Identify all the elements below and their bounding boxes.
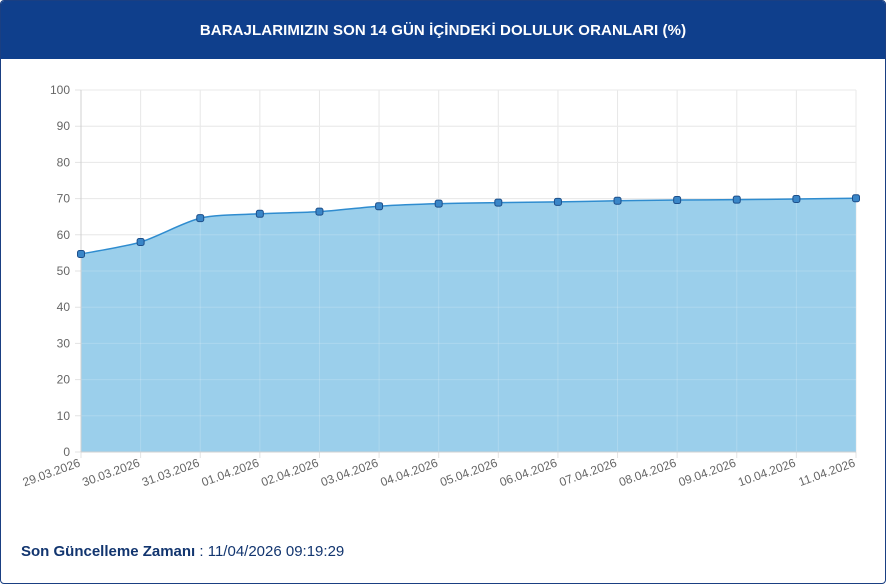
- last-update-label: Son Güncelleme Zamanı: [21, 543, 196, 560]
- y-tick-label: 10: [57, 409, 71, 423]
- data-point: [852, 194, 860, 203]
- x-tick-label: 29.03.2026: [21, 456, 83, 490]
- x-tick-label: 06.04.2026: [498, 456, 560, 490]
- y-tick-label: 90: [57, 119, 71, 133]
- last-update-separator: :: [195, 543, 208, 560]
- y-tick-label: 20: [57, 373, 71, 387]
- y-tick-label: 50: [57, 264, 71, 278]
- last-update-value: 11/04/2026 09:19:29: [207, 543, 345, 560]
- last-update: Son Güncelleme Zamanı : 11/04/2026 09:19…: [21, 543, 344, 560]
- data-point: [315, 207, 324, 216]
- y-tick-label: 100: [50, 83, 70, 97]
- chart-header: BARAJLARIMIZIN SON 14 GÜN İÇİNDEKİ DOLUL…: [1, 1, 885, 59]
- y-tick-label: 40: [57, 300, 71, 314]
- data-point: [732, 195, 741, 204]
- area-fill: [81, 198, 856, 452]
- data-point: [255, 209, 264, 218]
- y-tick-label: 0: [63, 445, 70, 459]
- x-tick-label: 10.04.2026: [736, 456, 798, 490]
- data-point: [375, 202, 384, 211]
- data-point: [673, 196, 682, 205]
- data-point: [434, 199, 443, 208]
- area-chart: 0 10 20 30 40 50 60 70 80 90 100 29.03.202630.03.20…: [21, 83, 860, 490]
- data-point: [196, 214, 205, 223]
- x-tick-label: 11.04.2026: [797, 456, 858, 490]
- x-tick-label: 09.04.2026: [677, 456, 739, 490]
- y-tick-label: 60: [57, 228, 71, 242]
- data-point: [792, 194, 801, 203]
- x-tick-label: 08.04.2026: [617, 456, 679, 490]
- x-tick-label: 01.04.2026: [200, 456, 262, 490]
- x-tick-label: 03.04.2026: [319, 456, 381, 490]
- x-tick-label: 07.04.2026: [557, 456, 619, 490]
- x-tick-label: 02.04.2026: [259, 456, 321, 490]
- y-tick-label: 30: [57, 336, 71, 350]
- y-tick-label: 80: [57, 155, 71, 169]
- x-tick-label: 04.04.2026: [378, 456, 440, 490]
- x-tick-label: 30.03.2026: [80, 456, 142, 490]
- data-point: [553, 197, 562, 206]
- x-tick-label: 05.04.2026: [438, 456, 500, 490]
- page-title: BARAJLARIMIZIN SON 14 GÜN İÇİNDEKİ DOLUL…: [199, 21, 687, 39]
- chart-area: 0 10 20 30 40 50 60 70 80 90 100 29.03.2026 30.03.20…: [1, 59, 885, 529]
- y-tick-label: 70: [57, 192, 71, 206]
- data-point: [613, 196, 622, 205]
- data-point: [494, 198, 503, 207]
- data-point: [77, 249, 85, 258]
- x-tick-label: 31.03.2026: [140, 456, 202, 490]
- data-point: [136, 238, 145, 247]
